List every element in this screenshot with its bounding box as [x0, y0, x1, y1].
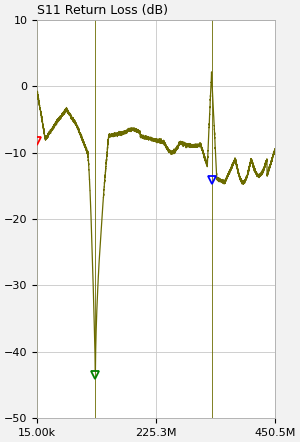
Text: S11 Return Loss (dB): S11 Return Loss (dB) [38, 4, 168, 17]
